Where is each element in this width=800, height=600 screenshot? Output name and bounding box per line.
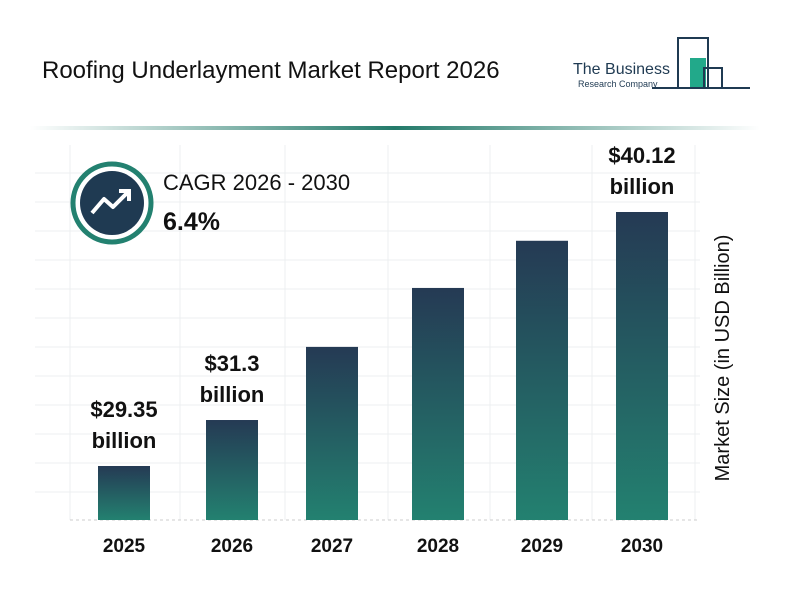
logo-text: The Business [573,61,670,78]
bar [616,212,668,520]
chart-title: Roofing Underlayment Market Report 2026 [42,57,500,84]
bar [98,466,150,520]
x-tick-label: 2025 [103,536,146,557]
x-tick-label: 2029 [521,536,563,557]
bar [306,346,358,520]
logo: The Business Research Company [573,37,750,89]
cagr-badge [70,161,154,245]
value-label: $29.35 billion [90,397,158,453]
bar [412,287,464,520]
x-tick-label: 2030 [621,536,663,557]
value-label: $40.12 billion [608,143,676,199]
x-tick-label: 2028 [417,536,459,557]
y-axis-label: Market Size (in USD Billion) [712,235,734,482]
cagr-value: 6.4% [163,208,220,236]
bar [516,240,568,520]
x-tick-label: 2026 [211,536,253,557]
cagr-label: CAGR 2026 - 2030 [163,170,350,195]
logo-subtext: Research Company [578,79,658,89]
divider [30,126,760,130]
bar [206,420,258,520]
x-tick-label: 2027 [311,536,353,557]
value-label: $31.3 billion [199,351,265,407]
